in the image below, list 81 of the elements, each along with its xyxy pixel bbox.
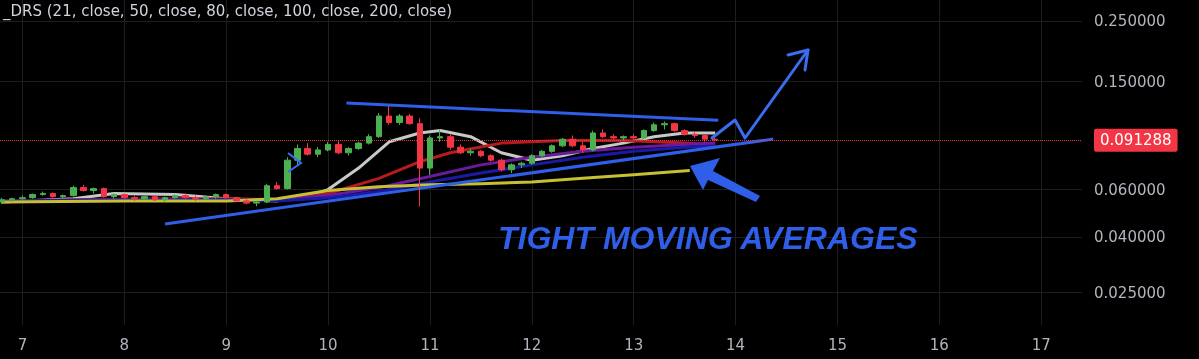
candlestick	[111, 193, 117, 200]
x-tick-label: 13	[624, 335, 644, 354]
candlestick	[681, 128, 688, 136]
x-tick-label: 12	[522, 335, 542, 354]
candlestick	[600, 128, 606, 139]
candlestick	[529, 153, 535, 166]
candlestick	[29, 193, 36, 200]
candlestick	[253, 200, 260, 207]
candlestick	[162, 196, 168, 203]
candlestick	[539, 149, 545, 158]
candlestick	[40, 191, 46, 197]
candlestick	[518, 161, 525, 169]
y-tick-label: 0.060000	[1094, 180, 1166, 199]
x-tick-label: 8	[119, 335, 130, 354]
candlestick	[590, 130, 596, 152]
candlestick	[641, 128, 647, 140]
y-tick-label: 0.040000	[1094, 228, 1166, 247]
candlestick	[0, 197, 5, 205]
candlestick	[304, 142, 311, 157]
x-tick-label: 14	[726, 335, 746, 354]
candlestick	[559, 137, 566, 148]
candlestick	[651, 122, 657, 133]
candlestick	[406, 113, 413, 126]
candlestick	[386, 105, 392, 126]
y-tick-label: 0.150000	[1094, 72, 1166, 91]
candlestick	[243, 198, 250, 205]
candlestick	[284, 156, 291, 191]
x-tick-label: 16	[929, 335, 949, 354]
x-tick-label: 9	[221, 335, 231, 354]
x-tick-label: 15	[827, 335, 848, 354]
x-tick-label: 10	[318, 335, 338, 354]
y-tick-label: 0.025000	[1094, 283, 1166, 302]
candlestick	[294, 143, 301, 166]
chart-title: _DRS (21, close, 50, close, 80, close, 100, close, 200, close)	[2, 1, 452, 21]
candlestick	[192, 195, 199, 202]
candlestick	[549, 143, 555, 154]
candlestick	[620, 134, 627, 141]
candlestick	[345, 146, 352, 157]
candlestick	[9, 197, 15, 203]
candlestick	[274, 181, 280, 191]
annotation: TIGHT MOVING AVERAGES	[498, 220, 918, 257]
x-tick-label: 17	[1031, 335, 1051, 354]
candlestick	[467, 148, 474, 157]
candlestick	[478, 149, 484, 158]
candlestick	[19, 195, 26, 201]
candlestick	[315, 146, 321, 158]
candlestick	[264, 183, 270, 204]
candlestick	[437, 128, 443, 143]
ref-line-label: 0.091288	[1100, 131, 1172, 150]
candlestick	[325, 141, 331, 152]
candlestick	[90, 187, 97, 195]
candlestick	[233, 196, 240, 203]
candlestick	[152, 195, 158, 202]
candlestick	[376, 112, 382, 139]
candlestick	[101, 187, 107, 199]
candlestick	[131, 195, 138, 202]
candlestick	[498, 158, 505, 172]
candlestick	[427, 134, 433, 176]
candlestick	[692, 131, 698, 139]
candlestick	[223, 193, 229, 200]
candlestick	[50, 192, 56, 199]
x-tick-label: 11	[420, 335, 440, 354]
candlestick	[213, 193, 219, 200]
candlestick	[121, 193, 128, 200]
candlestick	[488, 153, 494, 163]
y-tick-label: 0.250000	[1094, 12, 1166, 31]
candlestick	[671, 122, 678, 133]
x-tick-label: 7	[17, 335, 28, 354]
candlestick	[141, 195, 148, 201]
candlestick	[80, 184, 87, 193]
candlestick	[396, 113, 403, 126]
candlestick	[172, 194, 178, 200]
candlestick	[661, 120, 668, 130]
candlestick	[508, 162, 515, 174]
candlestick	[203, 195, 209, 201]
candlestick	[457, 143, 464, 155]
candlestick	[70, 185, 77, 198]
candlestick	[355, 141, 362, 151]
candlestick	[182, 193, 189, 200]
candlestick	[60, 194, 66, 200]
candlestick	[366, 133, 372, 145]
